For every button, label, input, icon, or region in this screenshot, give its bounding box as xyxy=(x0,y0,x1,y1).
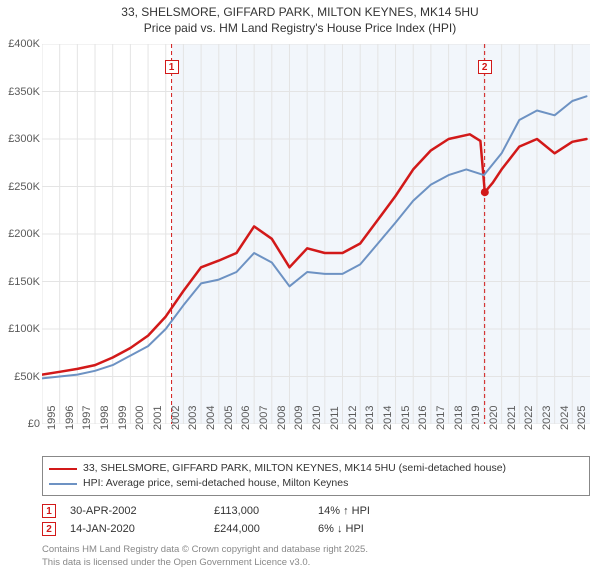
x-axis-label: 2004 xyxy=(205,406,217,430)
x-axis-label: 2021 xyxy=(506,406,518,430)
x-axis-label: 2008 xyxy=(276,406,288,430)
marker-row-2: 2 14-JAN-2020 £244,000 6% ↓ HPI xyxy=(42,520,590,538)
marker-date-2: 14-JAN-2020 xyxy=(70,523,200,535)
x-axis-label: 2009 xyxy=(293,406,305,430)
x-axis-label: 2005 xyxy=(223,406,235,430)
marker-delta-2: 6% ↓ HPI xyxy=(318,523,468,535)
x-axis-label: 2001 xyxy=(152,406,164,430)
x-axis-label: 1995 xyxy=(46,406,58,430)
y-axis-label: £200K xyxy=(0,228,40,240)
legend-row-1: 33, SHELSMORE, GIFFARD PARK, MILTON KEYN… xyxy=(49,461,583,476)
x-axis-label: 2013 xyxy=(364,406,376,430)
title-block: 33, SHELSMORE, GIFFARD PARK, MILTON KEYN… xyxy=(0,0,600,38)
x-axis-label: 2003 xyxy=(187,406,199,430)
x-axis-label: 2006 xyxy=(240,406,252,430)
x-axis-label: 1999 xyxy=(117,406,129,430)
x-axis-label: 1996 xyxy=(64,406,76,430)
y-axis-label: £250K xyxy=(0,181,40,193)
title-line2: Price paid vs. HM Land Registry's House … xyxy=(0,20,600,36)
marker-delta-1: 14% ↑ HPI xyxy=(318,505,468,517)
legend-row-2: HPI: Average price, semi-detached house,… xyxy=(49,476,583,491)
x-axis-label: 2016 xyxy=(417,406,429,430)
credits-line2: This data is licensed under the Open Gov… xyxy=(42,557,590,569)
y-axis-label: £100K xyxy=(0,323,40,335)
marker-price-2: £244,000 xyxy=(214,523,304,535)
x-axis-label: 2000 xyxy=(134,406,146,430)
chart-marker-badge: 2 xyxy=(478,60,492,74)
legend-label-2: HPI: Average price, semi-detached house,… xyxy=(83,476,348,491)
x-axis-label: 1998 xyxy=(99,406,111,430)
x-axis-label: 2010 xyxy=(311,406,323,430)
marker-badge-1: 1 xyxy=(42,504,56,518)
legend-label-1: 33, SHELSMORE, GIFFARD PARK, MILTON KEYN… xyxy=(83,461,506,476)
x-axis-label: 2025 xyxy=(576,406,588,430)
x-axis-label: 2012 xyxy=(347,406,359,430)
legend-swatch-2 xyxy=(49,483,77,485)
x-axis-label: 2018 xyxy=(453,406,465,430)
x-axis-label: 2023 xyxy=(541,406,553,430)
y-axis-label: £50K xyxy=(0,371,40,383)
x-axis-label: 2011 xyxy=(329,406,341,430)
x-axis-label: 2024 xyxy=(559,406,571,430)
chart-container: 33, SHELSMORE, GIFFARD PARK, MILTON KEYN… xyxy=(0,0,600,560)
y-axis-label: £300K xyxy=(0,133,40,145)
marker-date-1: 30-APR-2002 xyxy=(70,505,200,517)
x-axis-label: 2022 xyxy=(523,406,535,430)
chart-marker-badge: 1 xyxy=(165,60,179,74)
x-axis-label: 2007 xyxy=(258,406,270,430)
chart-area: £0£50K£100K£150K£200K£250K£300K£350K£400… xyxy=(42,44,590,424)
x-axis-label: 2002 xyxy=(170,406,182,430)
legend-box: 33, SHELSMORE, GIFFARD PARK, MILTON KEYN… xyxy=(42,456,590,496)
x-axis-label: 2019 xyxy=(470,406,482,430)
y-axis-label: £350K xyxy=(0,86,40,98)
marker-price-1: £113,000 xyxy=(214,505,304,517)
marker-table: 1 30-APR-2002 £113,000 14% ↑ HPI 2 14-JA… xyxy=(42,502,590,538)
x-axis-label: 1997 xyxy=(81,406,93,430)
y-axis-label: £150K xyxy=(0,276,40,288)
x-axis-label: 2015 xyxy=(400,406,412,430)
y-axis-label: £400K xyxy=(0,38,40,50)
credits: Contains HM Land Registry data © Crown c… xyxy=(42,544,590,569)
x-axis-label: 2014 xyxy=(382,406,394,430)
marker-badge-2: 2 xyxy=(42,522,56,536)
y-axis-label: £0 xyxy=(0,418,40,430)
chart-svg xyxy=(42,44,590,424)
legend-swatch-1 xyxy=(49,468,77,470)
credits-line1: Contains HM Land Registry data © Crown c… xyxy=(42,544,590,556)
legend-and-footer: 33, SHELSMORE, GIFFARD PARK, MILTON KEYN… xyxy=(42,456,590,569)
title-line1: 33, SHELSMORE, GIFFARD PARK, MILTON KEYN… xyxy=(0,4,600,20)
x-axis-label: 2020 xyxy=(488,406,500,430)
x-axis-label: 2017 xyxy=(435,406,447,430)
marker-row-1: 1 30-APR-2002 £113,000 14% ↑ HPI xyxy=(42,502,590,520)
